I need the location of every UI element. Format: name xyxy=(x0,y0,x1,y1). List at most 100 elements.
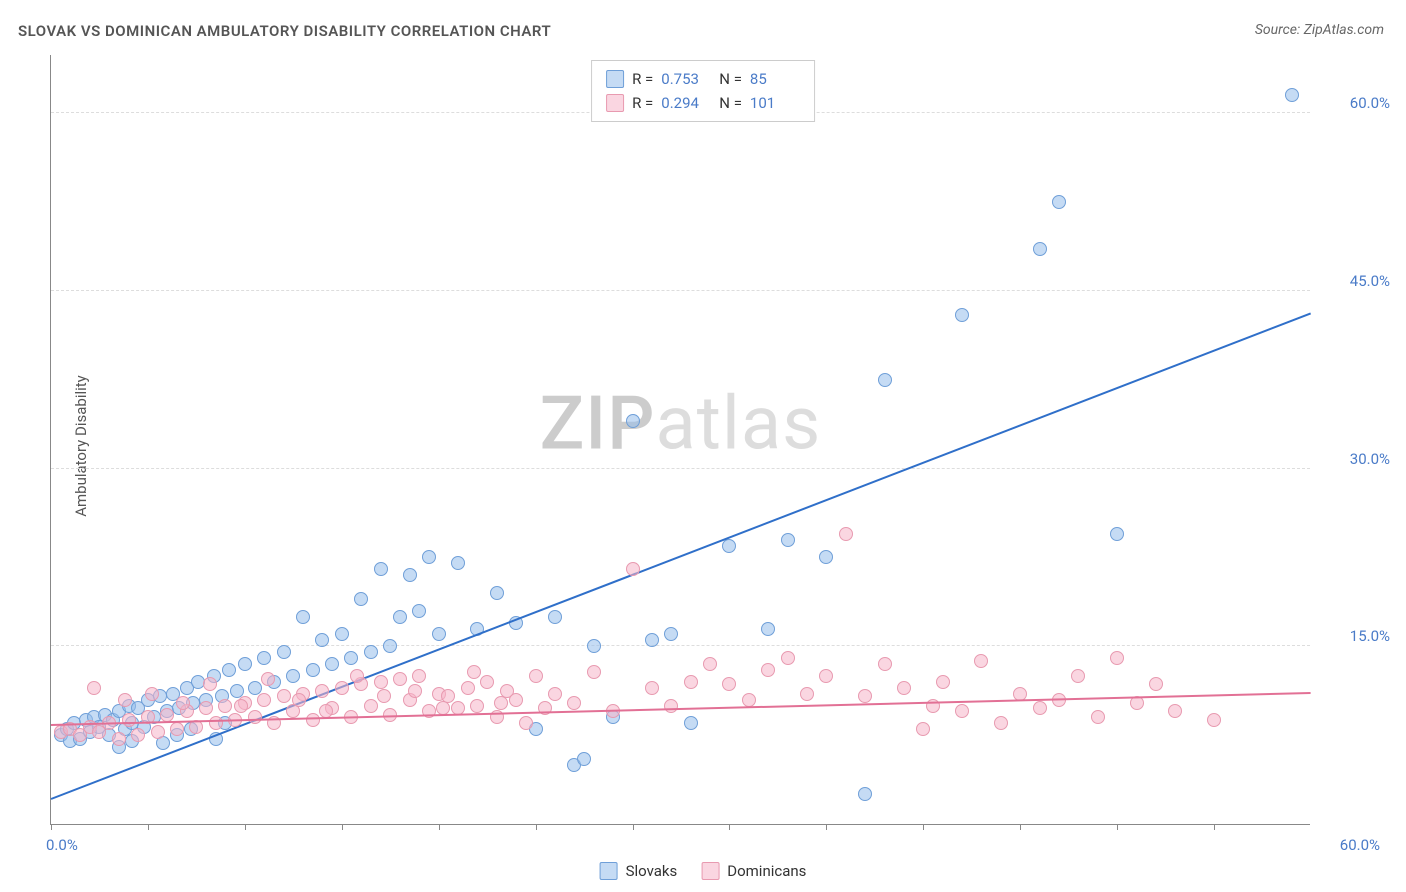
scatter-point xyxy=(315,633,329,647)
scatter-point xyxy=(374,675,388,689)
scatter-point xyxy=(626,414,640,428)
y-tick-label: 60.0% xyxy=(1350,94,1390,112)
scatter-point xyxy=(176,696,190,710)
scatter-point xyxy=(587,639,601,653)
scatter-point xyxy=(1052,195,1066,209)
gridline xyxy=(51,468,1310,469)
legend-label: Slovaks xyxy=(626,862,678,880)
x-tick xyxy=(923,824,924,830)
scatter-point xyxy=(436,701,450,715)
scatter-point xyxy=(1033,242,1047,256)
source-link[interactable]: ZipAtlas.com xyxy=(1304,22,1384,38)
scatter-point xyxy=(645,633,659,647)
scatter-point xyxy=(1285,88,1299,102)
scatter-point xyxy=(422,550,436,564)
scatter-point xyxy=(703,657,717,671)
scatter-point xyxy=(1071,669,1085,683)
legend-swatch xyxy=(606,94,624,112)
scatter-point xyxy=(1091,710,1105,724)
x-tick xyxy=(51,824,52,830)
scatter-point xyxy=(839,527,853,541)
scatter-point xyxy=(354,592,368,606)
scatter-point xyxy=(350,669,364,683)
scatter-point xyxy=(403,568,417,582)
trend-line xyxy=(51,313,1312,801)
x-tick xyxy=(1214,824,1215,830)
legend-row: R =0.753N =85 xyxy=(606,67,800,91)
scatter-point xyxy=(470,699,484,713)
scatter-point xyxy=(170,722,184,736)
x-tick xyxy=(536,824,537,830)
scatter-point xyxy=(519,716,533,730)
scatter-point xyxy=(587,665,601,679)
legend-label: Dominicans xyxy=(727,862,806,880)
x-tick xyxy=(729,824,730,830)
scatter-point xyxy=(1110,527,1124,541)
legend-row: R =0.294N =101 xyxy=(606,91,800,115)
scatter-point xyxy=(412,604,426,618)
legend-r-value: 0.753 xyxy=(661,67,711,91)
scatter-point xyxy=(858,689,872,703)
legend-correlation: R =0.753N =85R =0.294N =101 xyxy=(591,60,815,122)
x-tick-label-min: 0.0% xyxy=(46,836,78,854)
scatter-point xyxy=(364,699,378,713)
scatter-point xyxy=(548,687,562,701)
scatter-point xyxy=(277,689,291,703)
scatter-point xyxy=(722,677,736,691)
scatter-point xyxy=(248,681,262,695)
scatter-point xyxy=(781,651,795,665)
scatter-point xyxy=(261,672,275,686)
scatter-point xyxy=(151,725,165,739)
scatter-point xyxy=(432,627,446,641)
scatter-point xyxy=(974,654,988,668)
scatter-point xyxy=(335,681,349,695)
scatter-point xyxy=(761,663,775,677)
scatter-point xyxy=(306,713,320,727)
scatter-point xyxy=(408,684,422,698)
scatter-point xyxy=(112,732,126,746)
legend-n-label: N = xyxy=(719,67,742,91)
scatter-point xyxy=(722,539,736,553)
source-attribution: Source: ZipAtlas.com xyxy=(1255,22,1384,38)
legend-r-value: 0.294 xyxy=(661,91,711,115)
legend-swatch xyxy=(600,862,618,880)
scatter-point xyxy=(344,651,358,665)
scatter-point xyxy=(393,610,407,624)
scatter-point xyxy=(684,716,698,730)
x-tick-label-max: 60.0% xyxy=(1340,836,1380,854)
scatter-point xyxy=(626,562,640,576)
scatter-point xyxy=(480,675,494,689)
scatter-point xyxy=(490,586,504,600)
x-tick xyxy=(439,824,440,830)
y-tick-label: 45.0% xyxy=(1350,272,1390,290)
scatter-point xyxy=(209,716,223,730)
y-tick-label: 15.0% xyxy=(1350,627,1390,645)
scatter-point xyxy=(145,687,159,701)
legend-n-value: 101 xyxy=(750,91,800,115)
x-tick xyxy=(148,824,149,830)
scatter-point xyxy=(467,665,481,679)
scatter-point xyxy=(936,675,950,689)
scatter-point xyxy=(645,681,659,695)
scatter-point xyxy=(118,693,132,707)
scatter-point xyxy=(203,677,217,691)
scatter-point xyxy=(577,752,591,766)
scatter-point xyxy=(248,710,262,724)
chart-container: SLOVAK VS DOMINICAN AMBULATORY DISABILIT… xyxy=(0,0,1406,892)
watermark-light: atlas xyxy=(655,381,821,468)
scatter-point xyxy=(509,693,523,707)
scatter-point xyxy=(234,699,248,713)
scatter-point xyxy=(1207,713,1221,727)
scatter-point xyxy=(199,701,213,715)
scatter-point xyxy=(761,622,775,636)
x-tick xyxy=(826,824,827,830)
gridline xyxy=(51,290,1310,291)
scatter-point xyxy=(1110,651,1124,665)
scatter-point xyxy=(257,651,271,665)
scatter-point xyxy=(1168,704,1182,718)
scatter-point xyxy=(315,684,329,698)
scatter-point xyxy=(529,669,543,683)
scatter-point xyxy=(567,696,581,710)
scatter-point xyxy=(277,645,291,659)
y-tick-label: 30.0% xyxy=(1350,450,1390,468)
